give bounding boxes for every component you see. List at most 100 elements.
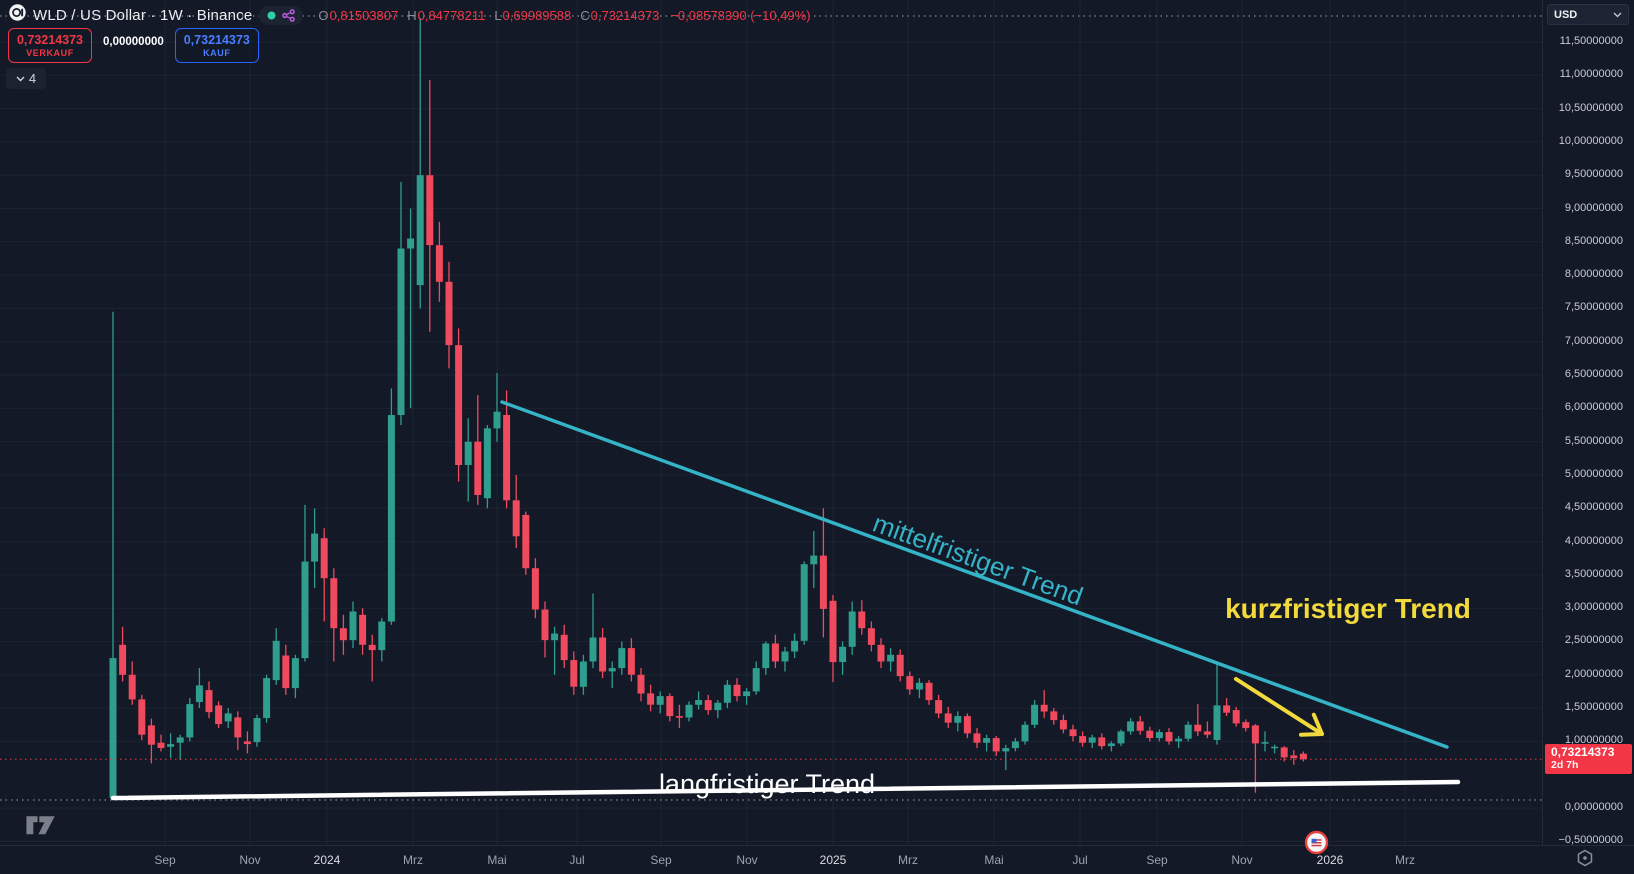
low-value: 0,69989588 — [502, 7, 572, 23]
candle-body — [666, 696, 674, 717]
buy-button[interactable]: 0,73214373 KAUF — [174, 28, 259, 63]
price-tick-label: 10,00000000 — [1558, 134, 1623, 147]
long-term-trend-label[interactable]: langfristiger Trend — [659, 769, 875, 799]
candle-body — [1213, 705, 1221, 740]
candle-body — [589, 637, 597, 662]
candle-body — [1299, 753, 1307, 760]
candle-body — [647, 693, 655, 705]
candle-body — [579, 661, 587, 687]
candle-body — [339, 628, 347, 641]
candle-body — [954, 716, 962, 723]
candle-body — [1146, 730, 1154, 738]
price-axis[interactable]: USD 11,50000000 11,00000000 10,50000000 10,… — [1542, 0, 1634, 847]
candle-body — [800, 564, 808, 641]
price-tick-label: 11,00000000 — [1559, 68, 1623, 81]
candle-body — [819, 555, 827, 609]
candle-body — [810, 555, 818, 565]
candle-body — [157, 742, 165, 748]
candle-body — [935, 700, 943, 714]
price-tick-label: 10,50000000 — [1558, 101, 1623, 114]
time-tick-label: Mrz — [898, 853, 918, 867]
candle-body — [1107, 743, 1115, 747]
open-label: O — [318, 7, 329, 23]
candle-body — [551, 633, 559, 641]
candle-body — [291, 658, 299, 689]
price-tick-label: 4,00000000 — [1564, 534, 1623, 547]
time-tick-year-label: 2025 — [819, 853, 847, 867]
candle-body — [1184, 724, 1192, 739]
candle-body — [474, 441, 482, 495]
candle-body — [445, 281, 453, 346]
candle-body — [397, 248, 405, 415]
candle-body — [493, 411, 501, 429]
candle-body — [215, 705, 223, 725]
time-tick-label: Mrz — [403, 853, 423, 867]
sell-button[interactable]: 0,73214373 VERKAUF — [8, 28, 92, 63]
price-tick-label: −0,50000000 — [1558, 834, 1623, 847]
candle-body — [887, 654, 895, 662]
candle-body — [1194, 724, 1202, 732]
candle-body — [205, 690, 213, 713]
candle-body — [1136, 721, 1144, 731]
candle-body — [925, 682, 933, 701]
price-tick-label: 4,50000000 — [1564, 501, 1623, 514]
currency-selector[interactable]: USD — [1547, 4, 1629, 25]
candle-body — [714, 702, 722, 711]
market-open-dot-icon — [267, 11, 276, 19]
candle-body — [791, 640, 799, 652]
candle-body — [627, 648, 635, 675]
candle-body — [992, 738, 1000, 752]
price-tick-label: 2,00000000 — [1564, 667, 1623, 680]
candle-body — [416, 175, 424, 286]
candle-body — [896, 654, 904, 677]
short-term-trend-label[interactable]: kurzfristiger Trend — [1225, 593, 1471, 624]
calendar-event-flag-icon[interactable] — [1304, 830, 1329, 860]
long-term-trendline[interactable] — [110, 779, 1461, 801]
candle-body — [455, 345, 463, 465]
candle-body — [781, 651, 789, 662]
scale-settings-icon[interactable] — [1575, 848, 1595, 873]
candle-body — [272, 640, 280, 681]
price-tick-label: 7,00000000 — [1564, 334, 1623, 347]
candle-body — [503, 415, 511, 501]
candle-body — [570, 660, 578, 687]
objects-tree-badge[interactable]: 4 — [6, 68, 46, 89]
candle-body — [762, 643, 770, 669]
buy-label: KAUF — [203, 47, 231, 58]
candle-body — [1031, 704, 1039, 725]
candle-body — [147, 725, 155, 745]
low-label: L — [494, 7, 502, 23]
candle-body — [435, 245, 443, 282]
candle-body — [983, 738, 991, 743]
candle-body — [675, 716, 683, 718]
price-tick-label: 11,50000000 — [1559, 34, 1623, 47]
mid-term-trendline[interactable] — [500, 400, 1449, 749]
candle-body — [915, 682, 923, 690]
time-tick-label: Mrz — [1395, 853, 1415, 867]
short-term-trend-arrow[interactable] — [1234, 677, 1324, 737]
price-tick-label: 3,00000000 — [1564, 601, 1623, 614]
candle-body — [1203, 731, 1211, 735]
time-tick-year-label: 2026 — [1316, 853, 1344, 867]
status-pill[interactable] — [259, 5, 304, 25]
candle-body — [378, 621, 386, 651]
last-price-value: 0,73214373 — [1551, 745, 1615, 760]
currency-label: USD — [1554, 8, 1578, 21]
candle-body — [752, 668, 760, 692]
symbol-title[interactable]: WLD / US Dollar · 1W · Binance — [33, 6, 253, 24]
candle-body — [1261, 742, 1269, 744]
spread-value: 0,00000000 — [103, 35, 164, 48]
candle-body — [119, 644, 127, 675]
time-axis[interactable]: Sep Nov 2024 Mrz Mai Jul Sep Nov 2025 Mrz Mai Jul Se… — [0, 845, 1634, 874]
time-tick-label: Sep — [154, 853, 176, 867]
candle-body — [330, 578, 338, 629]
candle-body — [1271, 746, 1279, 749]
price-tick-label: 0,00000000 — [1564, 801, 1623, 813]
candle-body — [829, 600, 837, 663]
candle-body — [387, 415, 395, 622]
candle-body — [263, 678, 271, 719]
time-tick-label: Jul — [569, 853, 585, 867]
mid-term-trend-label[interactable]: mittelfristiger Trend — [869, 508, 1087, 612]
tradingview-logo-icon[interactable] — [14, 812, 68, 841]
